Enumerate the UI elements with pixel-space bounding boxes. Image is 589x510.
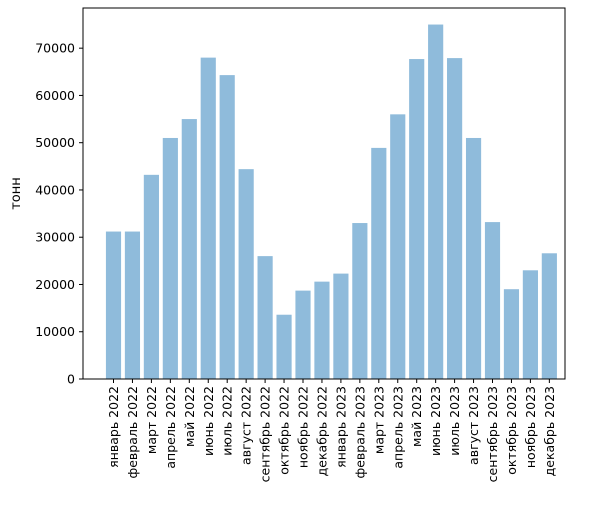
x-axis: январь 2022 февраль 2022 март 2022 апрель 2… <box>106 379 557 482</box>
y-axis: 0 10000 20000 30000 40000 50000 60000 70000 <box>35 41 83 387</box>
bar <box>371 147 387 379</box>
y-tick-label: 70000 <box>35 41 75 56</box>
bar <box>295 290 311 379</box>
bar <box>276 314 292 379</box>
x-tick-label: апрель 2022 <box>163 386 178 469</box>
y-tick-label: 40000 <box>35 182 75 197</box>
x-tick-label: май 2022 <box>182 386 197 447</box>
bar <box>105 231 122 379</box>
x-tick-label: июль 2022 <box>220 386 235 456</box>
y-tick-label: 50000 <box>35 135 75 150</box>
x-tick-label: март 2023 <box>371 386 386 454</box>
bar <box>465 137 482 379</box>
x-tick-label: январь 2023 <box>333 386 348 468</box>
x-tick-label: август 2022 <box>239 386 254 465</box>
y-tick-label: 10000 <box>35 324 75 339</box>
bar <box>333 273 349 379</box>
bar <box>314 281 330 379</box>
bar <box>522 270 538 379</box>
x-tick-label: декабрь 2022 <box>314 386 329 476</box>
y-tick-label: 60000 <box>35 88 75 103</box>
x-tick-label: июнь 2022 <box>201 386 216 456</box>
x-tick-label: март 2022 <box>144 386 159 454</box>
x-tick-label: май 2023 <box>409 386 424 447</box>
bar <box>124 231 141 379</box>
x-tick-label: февраль 2023 <box>352 386 367 478</box>
y-tick-label: 30000 <box>35 230 75 245</box>
bar <box>200 57 216 379</box>
bars-group <box>105 24 557 380</box>
bar <box>257 256 273 379</box>
plot-frame <box>82 7 566 380</box>
x-tick-label: сентябрь 2023 <box>485 386 500 482</box>
bar <box>503 289 520 379</box>
x-tick-label: апрель 2023 <box>390 386 405 469</box>
y-axis-label: тонн <box>9 177 24 210</box>
bar <box>484 222 501 379</box>
x-tick-label: декабрь 2023 <box>542 386 557 476</box>
bar <box>428 24 444 379</box>
x-tick-label: февраль 2022 <box>125 386 140 478</box>
x-tick-label: ноябрь 2022 <box>296 386 311 468</box>
y-tick-label: 0 <box>67 372 75 387</box>
x-tick-label: октябрь 2022 <box>277 386 292 475</box>
bar <box>238 169 254 379</box>
x-tick-label: июнь 2023 <box>428 386 443 456</box>
bar <box>541 253 557 379</box>
bar <box>181 119 197 380</box>
x-tick-label: ноябрь 2023 <box>523 386 538 468</box>
bar <box>447 58 463 380</box>
bar <box>162 137 178 379</box>
x-tick-label: июль 2023 <box>447 386 462 456</box>
bar <box>143 174 159 379</box>
bar <box>352 223 368 379</box>
y-tick-label: 20000 <box>35 277 75 292</box>
x-tick-label: август 2023 <box>466 386 481 465</box>
x-tick-label: сентябрь 2022 <box>258 386 273 482</box>
x-tick-label: октябрь 2023 <box>504 386 519 475</box>
bar <box>409 59 425 379</box>
bar <box>219 75 235 379</box>
x-tick-label: январь 2022 <box>106 386 121 468</box>
bar <box>390 114 406 379</box>
